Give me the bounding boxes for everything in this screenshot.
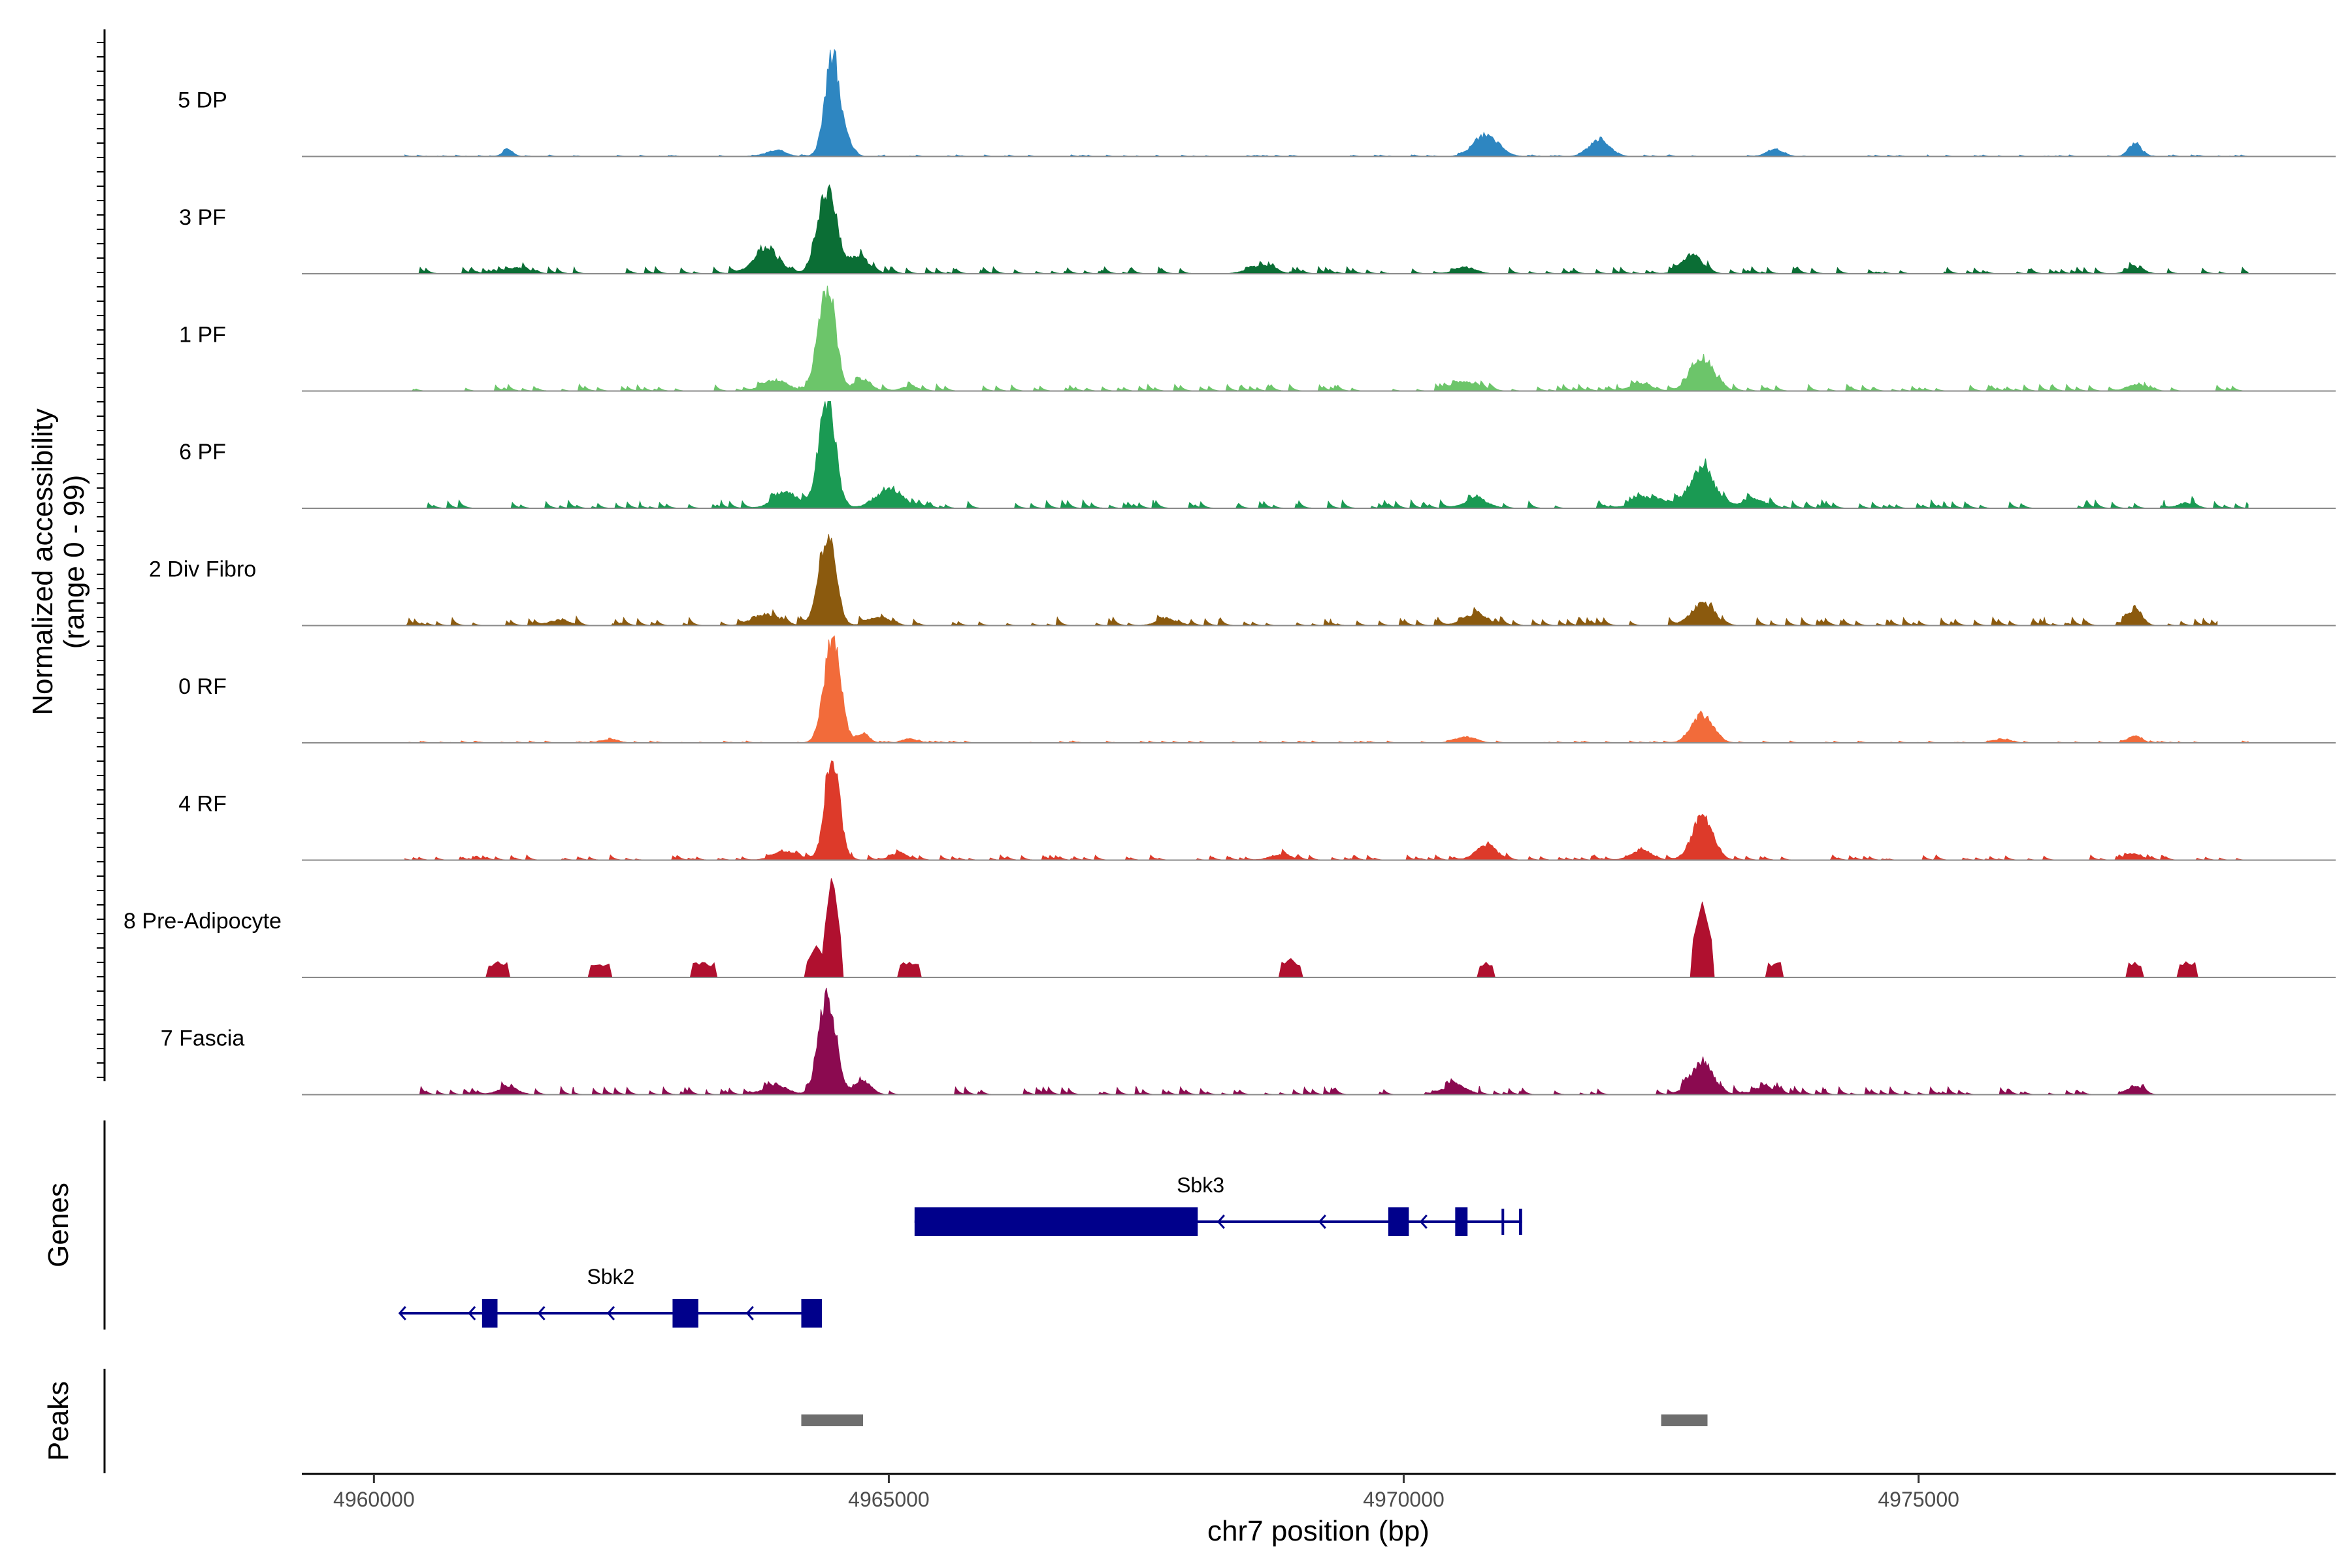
track-0-rf: 0 RF xyxy=(178,635,2336,743)
x-axis-title: chr7 position (bp) xyxy=(1207,1515,1429,1547)
track-3-pf: 3 PF xyxy=(179,184,2336,274)
track-label: 8 Pre-Adipocyte xyxy=(123,909,282,934)
peak-region xyxy=(1661,1414,1708,1426)
strand-arrow xyxy=(1217,1214,1225,1230)
coverage-area xyxy=(394,184,2249,274)
coverage-tracks: 5 DP 3 PF 1 PF 6 PF 2 Div Fibro 0 RF 4 RF 8 Pre… xyxy=(123,48,2336,1096)
strand-arrow xyxy=(606,1305,615,1321)
strand-arrow xyxy=(1419,1214,1428,1230)
genes-label: Genes xyxy=(42,1183,74,1267)
coverage-area xyxy=(404,48,2249,157)
coverage-area xyxy=(404,534,2218,627)
track-label: 4 RF xyxy=(178,792,227,817)
peaks-label: Peaks xyxy=(42,1381,74,1461)
track-4-rf: 4 RF xyxy=(178,760,2336,861)
x-tick-label: 4975000 xyxy=(1878,1488,1959,1511)
coverage-area xyxy=(404,635,2249,743)
peaks-track xyxy=(801,1414,1708,1426)
coverage-area xyxy=(404,286,2249,392)
x-axis-ticks: 4960000 4965000 4970000 4975000 xyxy=(333,1474,1959,1511)
strand-arrow xyxy=(745,1305,754,1321)
track-label: 3 PF xyxy=(179,205,226,230)
track-label: 7 Fascia xyxy=(161,1026,245,1051)
y-axis-subtitle: (range 0 - 99) xyxy=(58,475,90,649)
x-tick-label: 4965000 xyxy=(848,1488,930,1511)
track-label: 6 PF xyxy=(179,440,226,465)
gene-exon xyxy=(1501,1209,1505,1235)
track-1-pf: 1 PF xyxy=(179,286,2336,392)
gene-exon xyxy=(482,1299,498,1328)
peak-region xyxy=(801,1414,864,1426)
gene-exon xyxy=(1455,1207,1468,1236)
track-label: 2 Div Fibro xyxy=(149,557,256,582)
genes-track: Sbk3 Sbk2 xyxy=(398,1173,1522,1328)
gene-sbk3: Sbk3 xyxy=(914,1173,1522,1236)
track-2-div-fibro: 2 Div Fibro xyxy=(149,534,2336,627)
gene-exon xyxy=(672,1299,698,1328)
coverage-y-axis xyxy=(97,29,106,1081)
coverage-area xyxy=(404,760,2249,861)
gene-exon xyxy=(801,1299,822,1328)
track-label: 1 PF xyxy=(179,323,226,348)
coverage-area xyxy=(425,401,2249,509)
coverage-area xyxy=(404,878,2207,978)
track-label: 5 DP xyxy=(178,88,227,113)
strand-arrow xyxy=(468,1305,476,1321)
track-label: 0 RF xyxy=(178,674,227,699)
gene-name-label: Sbk3 xyxy=(1177,1173,1224,1197)
y-axis-title: Normalized accessibility xyxy=(27,408,59,715)
gene-exon xyxy=(1388,1207,1409,1236)
gene-exon xyxy=(914,1207,1198,1236)
track-5-dp: 5 DP xyxy=(178,48,2336,157)
coverage-area xyxy=(404,987,2156,1096)
track-6-pf: 6 PF xyxy=(179,401,2336,509)
track-8-pre-adipocyte: 8 Pre-Adipocyte xyxy=(123,878,2336,978)
strand-arrow xyxy=(537,1305,546,1321)
x-tick-label: 4960000 xyxy=(333,1488,415,1511)
strand-arrow xyxy=(398,1305,406,1321)
gene-sbk2: Sbk2 xyxy=(398,1265,822,1328)
gene-exon xyxy=(1519,1209,1522,1235)
strand-arrow xyxy=(1318,1214,1326,1230)
gene-name-label: Sbk2 xyxy=(587,1265,634,1288)
x-tick-label: 4970000 xyxy=(1363,1488,1445,1511)
track-7-fascia: 7 Fascia xyxy=(161,987,2336,1096)
